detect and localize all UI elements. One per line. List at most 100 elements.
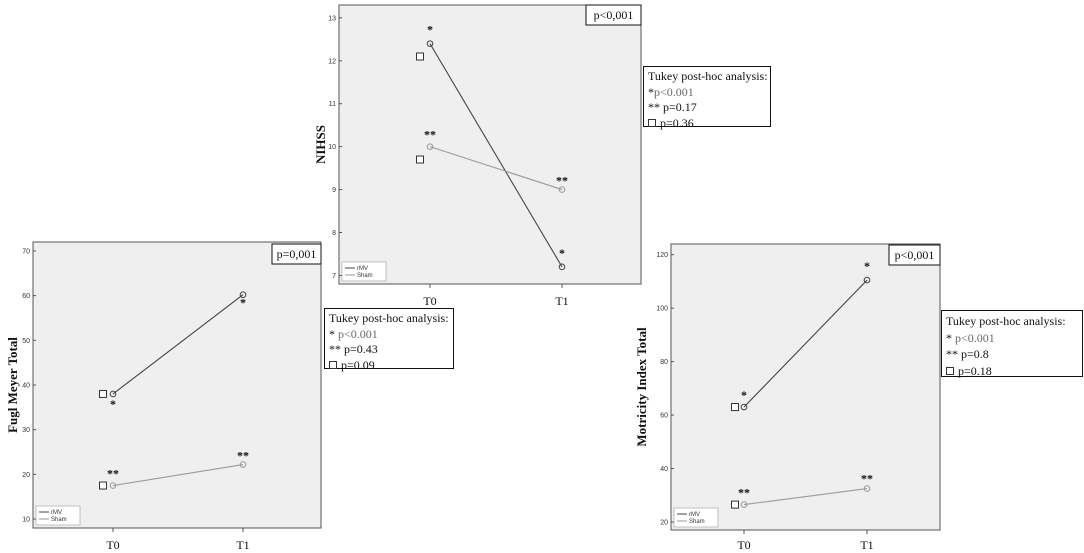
significance-star: ** — [424, 128, 436, 142]
significance-star: * — [240, 296, 246, 310]
x-tick-label: T1 — [860, 538, 873, 552]
legend-label: Sham — [357, 273, 373, 279]
square-marker-icon — [648, 118, 656, 127]
y-tick-label: 60 — [660, 413, 668, 420]
y-tick-label: 13 — [328, 15, 336, 22]
pvalue-text: p=0,001 — [277, 247, 317, 261]
y-tick-label: 12 — [328, 58, 336, 65]
square-marker-icon — [946, 366, 954, 375]
significance-star: ** — [861, 472, 873, 486]
y-axis-title: Motricity Index Total — [634, 327, 649, 447]
tukey-pvalue: p=0.8 — [961, 347, 989, 361]
tukey-box-fugl-meyer: Tukey post-hoc analysis: * p<0.001 ** p=… — [324, 308, 454, 372]
tukey-title: Tukey post-hoc analysis: — [946, 314, 1066, 328]
tukey-box-motricity: Tukey post-hoc analysis: * p<0.001 ** p=… — [941, 310, 1083, 378]
data-point — [426, 40, 434, 47]
legend-label: Sham — [51, 517, 67, 523]
pvalue-box — [585, 4, 642, 26]
baseline-square — [416, 52, 424, 61]
y-tick-label: 70 — [22, 248, 30, 255]
tukey-pvalue: p=0.36 — [660, 115, 694, 130]
data-point — [558, 186, 566, 193]
x-tick-label: T1 — [236, 538, 249, 552]
data-point — [863, 276, 871, 284]
y-tick-label: 8 — [332, 230, 336, 237]
series-line — [112, 464, 244, 487]
y-axis-title: NIHSS — [313, 125, 328, 164]
legend-label: Sham — [689, 519, 705, 525]
y-tick-label: 11 — [329, 101, 336, 108]
y-tick-label: 120 — [656, 252, 668, 259]
tukey-pvalue: p=0.18 — [958, 363, 992, 378]
plot-area — [32, 241, 322, 529]
baseline-square — [731, 403, 739, 412]
x-tick-label: T0 — [737, 538, 750, 552]
tukey-symbol: * — [946, 330, 952, 345]
y-tick-label: 40 — [660, 466, 668, 473]
series-line — [429, 43, 563, 268]
series-line — [112, 294, 244, 395]
tukey-symbol: ** — [329, 342, 341, 356]
significance-star: ** — [556, 174, 568, 188]
baseline-square — [731, 500, 739, 509]
y-tick-label: 80 — [660, 359, 668, 366]
pvalue-text: p<0,001 — [895, 248, 935, 262]
tukey-symbol: * — [648, 84, 654, 99]
legend-label: rMV — [51, 510, 62, 516]
series-line — [429, 146, 563, 191]
tukey-pvalue: p=0.09 — [341, 357, 375, 372]
pvalue-text: p<0,001 — [594, 8, 634, 22]
y-axis-title: Fugl Meyer Total — [5, 337, 20, 433]
data-point — [239, 291, 247, 299]
y-tick-label: 20 — [660, 519, 668, 526]
tukey-pvalue: p<0.001 — [338, 326, 378, 341]
y-tick-label: 10 — [22, 517, 30, 524]
tukey-symbol: ** — [648, 100, 660, 114]
pvalue-box — [271, 243, 322, 265]
legend-box — [35, 505, 81, 526]
legend-box — [341, 261, 387, 282]
data-point — [426, 143, 434, 150]
series-line — [743, 488, 868, 506]
baseline-square — [99, 481, 107, 490]
baseline-square — [99, 389, 107, 398]
tukey-pvalue: p<0.001 — [654, 84, 694, 99]
y-tick-label: 7 — [332, 273, 336, 280]
significance-star: * — [110, 397, 116, 411]
significance-star: * — [559, 246, 565, 260]
data-point — [740, 403, 748, 411]
square-marker-icon — [329, 360, 337, 369]
chart-panel: 10 20 30 40 50 60 70 T0 T1 Fugl Meyer Total p=0,00… — [5, 241, 322, 552]
plot-area — [670, 243, 941, 531]
y-tick-label: 40 — [22, 383, 30, 390]
legend-label: rMV — [357, 266, 368, 272]
y-tick-label: 100 — [656, 306, 668, 313]
tukey-pvalue: p=0.17 — [663, 100, 697, 114]
significance-star: * — [864, 259, 870, 273]
significance-star: * — [427, 23, 433, 37]
tukey-box-nihss: Tukey post-hoc analysis: *p<0.001 ** p=0… — [643, 66, 771, 130]
baseline-square — [416, 155, 424, 164]
x-tick-label: T0 — [106, 538, 119, 552]
significance-star: ** — [237, 449, 249, 463]
y-tick-label: 30 — [22, 427, 30, 434]
significance-star: ** — [738, 486, 750, 500]
data-point — [558, 263, 566, 271]
legend-box — [673, 507, 719, 528]
significance-star: ** — [107, 467, 119, 481]
data-point — [109, 390, 117, 398]
data-point — [109, 482, 117, 489]
y-tick-label: 20 — [22, 472, 30, 479]
tukey-title: Tukey post-hoc analysis: — [648, 69, 768, 83]
y-tick-label: 50 — [22, 338, 30, 345]
pvalue-box — [888, 244, 941, 266]
data-point — [740, 501, 748, 508]
y-tick-label: 9 — [332, 187, 336, 194]
series-line — [743, 279, 868, 408]
tukey-pvalue: p=0.43 — [344, 342, 378, 356]
data-point — [239, 461, 247, 468]
x-tick-label: T0 — [423, 294, 436, 308]
tukey-symbol: ** — [946, 347, 958, 361]
